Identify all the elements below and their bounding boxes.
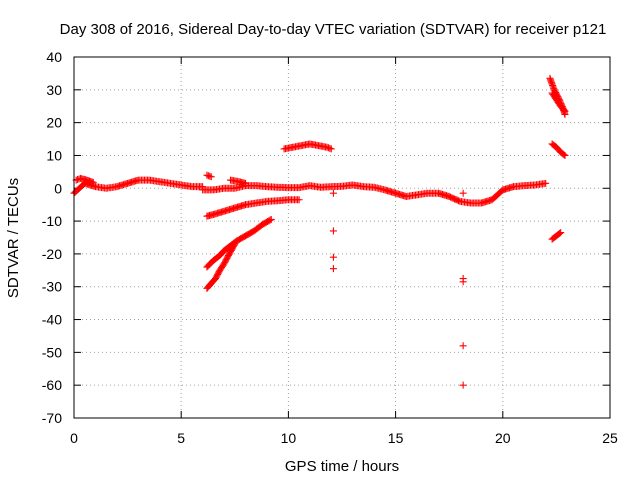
y-tick-label: 10 — [46, 147, 62, 163]
data-point — [459, 381, 467, 389]
data-point — [561, 107, 569, 115]
chart-title: Day 308 of 2016, Sidereal Day-to-day VTE… — [60, 21, 607, 38]
x-tick-label: 15 — [388, 430, 404, 446]
data-point — [267, 215, 275, 223]
y-tick-label: -40 — [42, 312, 62, 328]
data-point — [327, 145, 335, 153]
data-point — [242, 179, 250, 187]
data-point — [329, 189, 337, 197]
x-tick-label: 20 — [495, 430, 511, 446]
data-point — [556, 229, 564, 237]
data-point — [329, 227, 337, 235]
data-point — [230, 241, 238, 249]
data-point — [231, 240, 239, 248]
y-tick-label: 30 — [46, 82, 62, 98]
x-tick-label: 25 — [602, 430, 618, 446]
data-point — [557, 229, 565, 237]
data-point — [560, 151, 568, 159]
y-tick-label: -60 — [42, 377, 62, 393]
y-tick-label: -10 — [42, 213, 62, 229]
data-point — [329, 253, 337, 261]
y-tick-label: -20 — [42, 246, 62, 262]
y-tick-label: -70 — [42, 410, 62, 426]
grid — [74, 57, 610, 418]
data-point — [560, 106, 568, 114]
x-tick-label: 10 — [281, 430, 297, 446]
data-points — [70, 74, 569, 389]
y-tick-label: -50 — [42, 344, 62, 360]
data-point — [266, 216, 274, 224]
y-axis-label: SDTVAR / TECUs — [5, 178, 22, 298]
data-point — [561, 151, 569, 159]
x-tick-label: 0 — [70, 430, 78, 446]
data-point — [329, 265, 337, 273]
data-point — [459, 278, 467, 286]
data-point — [459, 189, 467, 197]
data-point — [89, 178, 97, 186]
data-point — [207, 173, 215, 181]
data-point — [542, 179, 550, 187]
x-tick-label: 5 — [177, 430, 185, 446]
data-point — [295, 196, 303, 204]
y-tick-label: 40 — [46, 49, 62, 65]
plot-frame — [73, 56, 611, 419]
x-axis-label: GPS time / hours — [285, 458, 399, 475]
y-tick-label: 0 — [54, 180, 62, 196]
axis-ticks: -70 -60 -50 -40 -30 -20 -10 0 10 20 30 40 0 5 10 15 20 25 — [42, 49, 618, 446]
y-tick-label: -30 — [42, 279, 62, 295]
y-tick-label: 20 — [46, 115, 62, 131]
data-point — [459, 342, 467, 350]
